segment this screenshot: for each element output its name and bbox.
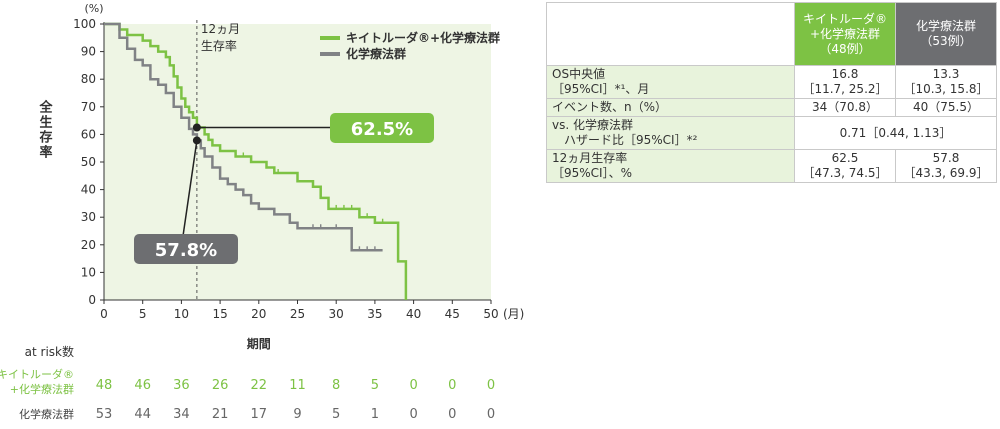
header-chemo: 化学療法群 （53例） bbox=[895, 2, 997, 66]
row-label: vs. 化学療法群 ハザード比［95%CI］*² bbox=[546, 116, 795, 150]
at-risk-value: 26 bbox=[212, 378, 229, 393]
cell-pembro: 62.5 ［47.3, 74.5］ bbox=[794, 149, 896, 183]
y-tick-label: 80 bbox=[81, 72, 96, 86]
callout-leader-57 bbox=[182, 140, 198, 237]
at-risk-value: 36 bbox=[173, 378, 190, 393]
legend-label-0: キイトルーダ®+化学療法群 bbox=[346, 30, 500, 45]
at-risk-title: at risk数 bbox=[25, 344, 74, 359]
series-line-0 bbox=[104, 22, 408, 300]
header-pembro: キイトルーダ® +化学療法群 （48例） bbox=[794, 2, 896, 66]
at-risk-value: 11 bbox=[289, 378, 306, 393]
x-tick-label: 10 bbox=[174, 307, 189, 321]
y-tick-label: 10 bbox=[81, 265, 96, 279]
callout-label-57: 57.8% bbox=[155, 240, 217, 261]
at-risk-value: 0 bbox=[487, 407, 495, 422]
table-row: イベント数、n（%） 34（70.8） 40（75.5） bbox=[546, 98, 997, 117]
y-tick-label: 30 bbox=[81, 210, 96, 224]
table-row: OS中央値 ［95%CI］*¹、月 16.8 ［11.7, 25.2］ 13.3… bbox=[546, 65, 997, 99]
legend-label-1: 化学療法群 bbox=[346, 46, 406, 61]
at-risk-value: 22 bbox=[251, 378, 268, 393]
at-risk-value: 1 bbox=[371, 407, 379, 422]
x-unit-label: (月) bbox=[503, 307, 524, 321]
at-risk-value: 9 bbox=[293, 407, 301, 422]
row-label: イベント数、n（%） bbox=[546, 98, 795, 117]
x-tick-label: 5 bbox=[139, 307, 147, 321]
y-unit-label: (%) bbox=[84, 2, 103, 15]
at-risk-value: 44 bbox=[134, 407, 151, 422]
at-risk-row-label: +化学療法群 bbox=[10, 382, 74, 396]
series-line-1 bbox=[104, 22, 383, 252]
x-tick-label: 50 bbox=[483, 307, 498, 321]
x-tick-label: 40 bbox=[406, 307, 421, 321]
reference-label-line2: 生存率 bbox=[201, 38, 237, 53]
table-row: vs. 化学療法群 ハザード比［95%CI］*² 0.71［0.44, 1.13… bbox=[546, 116, 997, 150]
x-tick-label: 35 bbox=[367, 307, 382, 321]
cell-chemo: 13.3 ［10.3, 15.8］ bbox=[895, 65, 997, 99]
y-tick-label: 40 bbox=[81, 183, 96, 197]
at-risk-value: 48 bbox=[96, 378, 113, 393]
y-tick-label: 0 bbox=[88, 293, 96, 307]
at-risk-value: 8 bbox=[332, 378, 340, 393]
at-risk-value: 0 bbox=[409, 378, 417, 393]
row-label: OS中央値 ［95%CI］*¹、月 bbox=[546, 65, 795, 99]
y-tick-label: 20 bbox=[81, 238, 96, 252]
y-tick-label: 50 bbox=[81, 155, 96, 169]
at-risk-value: 21 bbox=[212, 407, 229, 422]
x-tick-label: 30 bbox=[329, 307, 344, 321]
table-corner bbox=[546, 2, 795, 66]
row-label: 12ヵ月生存率 ［95%CI］、% bbox=[546, 149, 795, 183]
at-risk-value: 5 bbox=[332, 407, 340, 422]
cell-chemo: 57.8 ［43.3, 69.9］ bbox=[895, 149, 997, 183]
x-tick-label: 45 bbox=[445, 307, 460, 321]
at-risk-value: 0 bbox=[448, 407, 456, 422]
at-risk-value: 46 bbox=[134, 378, 151, 393]
callout-box-57 bbox=[134, 234, 238, 264]
y-tick-label: 60 bbox=[81, 127, 96, 141]
at-risk-value: 5 bbox=[371, 378, 379, 393]
reference-label-line1: 12ヵ月 bbox=[201, 22, 240, 36]
at-risk-value: 0 bbox=[448, 378, 456, 393]
y-tick-label: 100 bbox=[73, 17, 96, 31]
x-tick-label: 20 bbox=[251, 307, 266, 321]
x-axis-label: 期間 bbox=[247, 336, 271, 351]
cell-pembro: 34（70.8） bbox=[794, 98, 896, 117]
x-tick-label: 25 bbox=[290, 307, 305, 321]
y-tick-label: 70 bbox=[81, 100, 96, 114]
at-risk-value: 53 bbox=[96, 407, 113, 422]
at-risk-value: 34 bbox=[173, 407, 190, 422]
x-tick-label: 0 bbox=[100, 307, 108, 321]
x-tick-label: 15 bbox=[212, 307, 227, 321]
y-axis-label: 全生存率 bbox=[37, 99, 54, 160]
at-risk-row-label: キイトルーダ® bbox=[0, 367, 74, 381]
at-risk-value: 0 bbox=[409, 407, 417, 422]
callout-dot-57 bbox=[192, 136, 201, 145]
table-row: 12ヵ月生存率 ［95%CI］、% 62.5 ［47.3, 74.5］ 57.8… bbox=[546, 149, 997, 183]
y-tick-label: 90 bbox=[81, 45, 96, 59]
at-risk-value: 0 bbox=[487, 378, 495, 393]
callout-label-62: 62.5% bbox=[351, 119, 413, 140]
callout-dot-62 bbox=[192, 123, 201, 132]
cell-pembro: 16.8 ［11.7, 25.2］ bbox=[794, 65, 896, 99]
cell-hazard-ratio: 0.71［0.44, 1.13］ bbox=[794, 116, 997, 150]
summary-table: キイトルーダ® +化学療法群 （48例） 化学療法群 （53例） OS中央値 ［… bbox=[546, 2, 997, 183]
at-risk-row-label: 化学療法群 bbox=[19, 407, 74, 421]
callout-box-62 bbox=[330, 113, 434, 143]
cell-chemo: 40（75.5） bbox=[895, 98, 997, 117]
at-risk-value: 17 bbox=[251, 407, 268, 422]
